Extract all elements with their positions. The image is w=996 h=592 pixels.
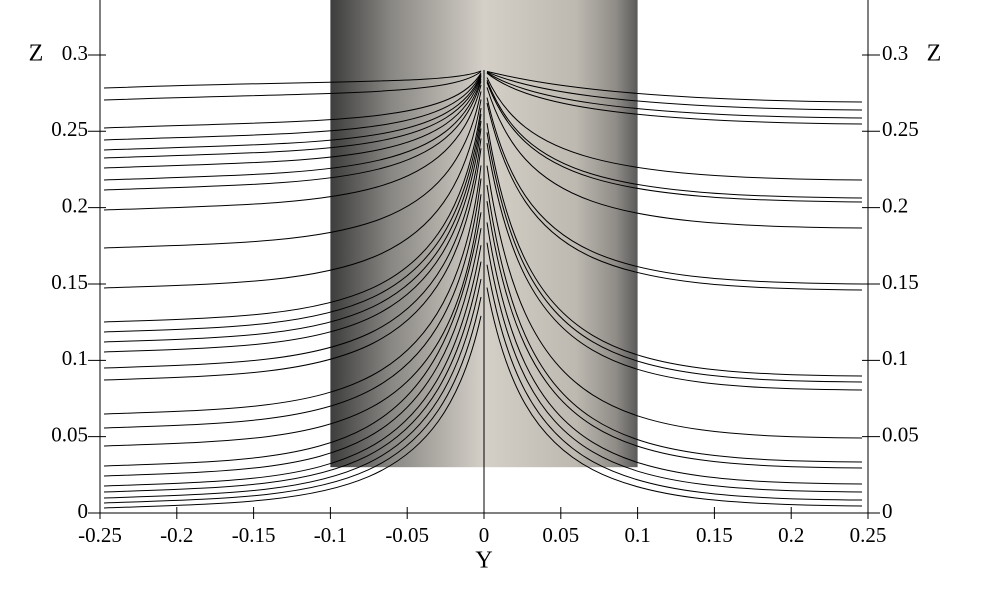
streamline — [486, 242, 863, 493]
y-axis-label: Z — [927, 40, 942, 66]
x-tick-label: -0.2 — [160, 523, 193, 547]
streamline — [103, 138, 482, 369]
streamline — [486, 165, 863, 439]
y-tick-label: 0.15 — [51, 270, 88, 294]
x-tick-label: -0.1 — [314, 523, 347, 547]
streamline — [486, 264, 863, 501]
streamline — [103, 178, 482, 429]
streamline — [486, 184, 863, 463]
y-tick-label: 0 — [882, 499, 893, 523]
x-tick-label: 0.05 — [542, 523, 579, 547]
y-tick-label: 0.1 — [62, 346, 88, 370]
streamline — [103, 148, 482, 381]
streamline — [486, 77, 863, 181]
y-tick-label: 0.2 — [62, 193, 88, 217]
y-tick-label: 0.05 — [51, 422, 88, 446]
y-axis-label: Z — [29, 40, 44, 66]
streamline — [103, 245, 482, 487]
x-tick-label: 0.1 — [624, 523, 650, 547]
streamline — [486, 71, 863, 111]
x-tick-label: -0.25 — [78, 523, 122, 547]
x-axis-label: Y — [475, 548, 492, 574]
streamline — [486, 143, 863, 391]
streamline — [486, 80, 863, 199]
streamline — [103, 91, 482, 249]
y-tick-label: 0.3 — [882, 41, 908, 65]
streamline — [103, 77, 482, 169]
streamline — [103, 194, 482, 447]
streamline — [103, 128, 482, 353]
streamline — [103, 71, 482, 101]
streamline — [103, 84, 482, 211]
streamline — [103, 75, 482, 159]
y-tick-label: 0.25 — [51, 117, 88, 141]
streamline — [486, 87, 863, 229]
y-tick-label: 0.15 — [882, 270, 919, 294]
streamline — [486, 222, 863, 485]
x-tick-label: 0 — [479, 523, 490, 547]
streamline — [103, 278, 482, 499]
streamline — [103, 74, 482, 151]
streamline — [486, 97, 863, 285]
streamline — [103, 81, 482, 191]
y-tick-label: 0.3 — [62, 41, 88, 65]
x-tick-label: 0.2 — [778, 523, 804, 547]
streamline — [103, 261, 482, 493]
x-tick-label: 0.25 — [850, 523, 887, 547]
y-tick-label: 0.1 — [882, 346, 908, 370]
streamline — [486, 201, 863, 469]
streamline — [486, 102, 863, 291]
streamline — [486, 72, 863, 125]
streamline — [103, 296, 482, 504]
streamline — [486, 123, 863, 377]
streamline — [103, 228, 482, 477]
streamline — [103, 72, 482, 129]
x-tick-label: 0.15 — [696, 523, 733, 547]
streamline — [103, 73, 482, 141]
streamline — [103, 315, 482, 509]
streamline — [103, 79, 482, 181]
streamline — [486, 287, 863, 507]
x-tick-label: -0.05 — [385, 523, 429, 547]
streamline — [486, 72, 863, 119]
streamline — [103, 165, 482, 415]
streamline — [103, 107, 482, 323]
streamline — [486, 132, 863, 383]
streamline — [103, 99, 482, 289]
y-tick-label: 0 — [78, 499, 89, 523]
streamline — [486, 82, 863, 203]
streamline — [103, 212, 482, 467]
streamline — [103, 120, 482, 343]
y-tick-label: 0.05 — [882, 422, 919, 446]
x-tick-label: -0.15 — [232, 523, 276, 547]
streamline — [103, 70, 482, 89]
y-tick-label: 0.2 — [882, 193, 908, 217]
streamline — [486, 71, 863, 103]
streamline — [103, 114, 482, 333]
y-tick-label: 0.25 — [882, 117, 919, 141]
